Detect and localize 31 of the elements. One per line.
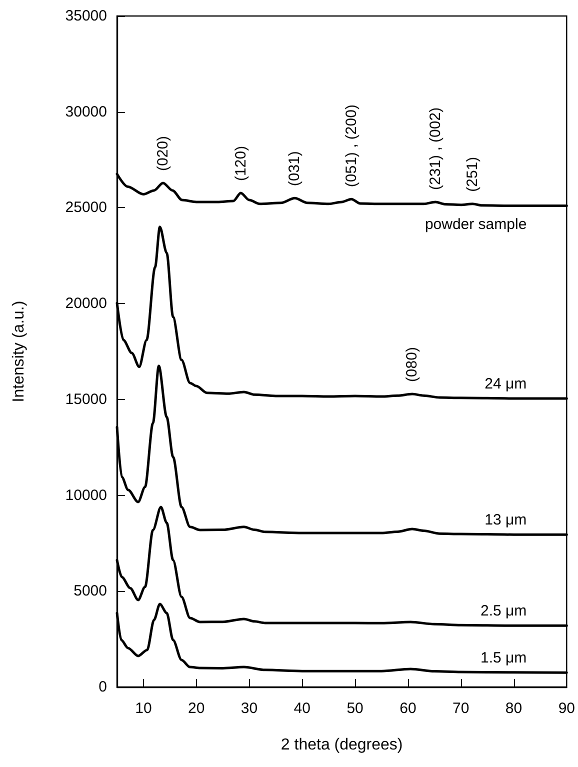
y-tick-label: 30000 <box>65 103 107 120</box>
series-label: 24 μm <box>484 375 527 392</box>
x-tick-label: 50 <box>346 700 364 717</box>
y-axis-title: Intensity (a.u.) <box>10 300 28 402</box>
x-tick-label: 10 <box>135 700 152 717</box>
y-tick-label: 15000 <box>65 390 107 408</box>
y-tick-label: 10000 <box>65 486 107 504</box>
annotation: (251) <box>464 156 481 192</box>
series-label: 13 μm <box>484 512 527 529</box>
y-tick-label: 20000 <box>65 295 107 312</box>
y-tick-label: 0 <box>98 678 107 696</box>
annotation: (051) , (200) <box>342 104 360 188</box>
y-tick-label: 35000 <box>65 8 107 24</box>
annotation: (031) <box>286 151 304 186</box>
series-label: powder sample <box>424 216 527 233</box>
x-tick-label: 70 <box>452 700 470 717</box>
annotation: (231) , (002) <box>426 107 444 190</box>
annotation: (080) <box>404 347 421 382</box>
annotation: (120) <box>232 146 250 181</box>
annotation: (020) <box>154 136 172 171</box>
series-label: 1.5 μm <box>480 650 527 667</box>
x-axis-title: 2 theta (degrees) <box>280 736 403 754</box>
x-tick-label: 90 <box>558 700 575 717</box>
x-tick-label: 60 <box>400 700 416 717</box>
x-tick-label: 40 <box>294 700 310 717</box>
y-tick-label: 25000 <box>65 199 107 216</box>
y-tick-label: 5000 <box>74 582 107 600</box>
x-tick-label: 20 <box>188 700 205 717</box>
series-label: 2.5 μm <box>480 602 527 620</box>
x-tick-label: 80 <box>505 700 522 717</box>
x-tick-label: 30 <box>240 700 258 717</box>
